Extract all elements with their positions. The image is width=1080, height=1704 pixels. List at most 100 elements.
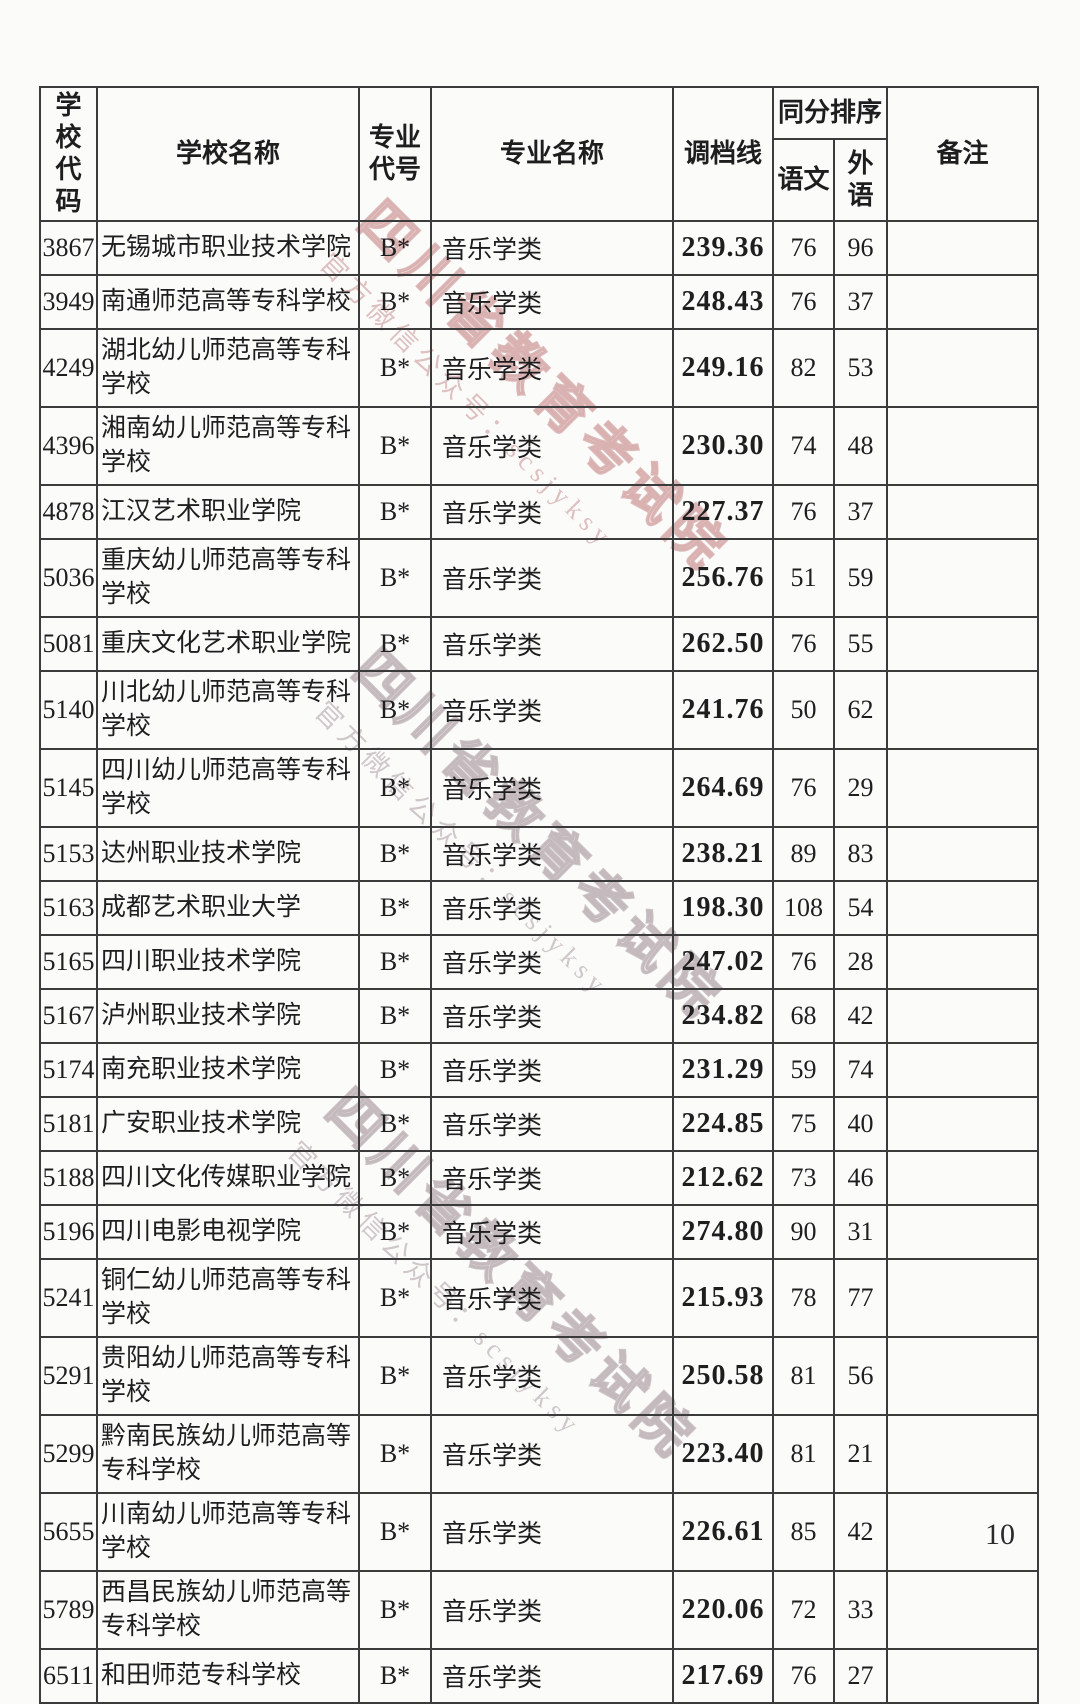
school-code-cell: 5165 — [39, 934, 98, 990]
school-name-cell: 四川电影电视学院 — [96, 1204, 360, 1260]
header-tiebreak: 同分排序 — [771, 86, 889, 140]
foreign-score-cell: 74 — [832, 1042, 889, 1098]
foreign-score-cell: 77 — [832, 1258, 889, 1338]
major-name-cell: 音乐学类 — [430, 484, 674, 540]
table-row: 5165 四川职业技术学院 B* 音乐学类 247.02 76 28 — [39, 934, 1040, 990]
school-name-cell: 西昌民族幼儿师范高等专科学校 — [96, 1570, 360, 1650]
school-code-cell: 5167 — [39, 988, 98, 1044]
cutoff-score-cell: 256.76 — [672, 538, 774, 618]
remark-cell — [886, 328, 1040, 408]
header-remarks: 备注 — [886, 86, 1040, 222]
school-name-cell: 江汉艺术职业学院 — [96, 484, 360, 540]
remark-cell — [886, 1570, 1040, 1650]
table-row: 6511 和田师范专科学校 B* 音乐学类 217.69 76 27 — [39, 1648, 1040, 1704]
school-name-cell: 四川幼儿师范高等专科学校 — [96, 748, 360, 828]
major-name-cell: 音乐学类 — [430, 328, 674, 408]
remark-cell — [886, 880, 1040, 936]
table-row: 5174 南充职业技术学院 B* 音乐学类 231.29 59 74 — [39, 1042, 1040, 1098]
chinese-score-cell: 74 — [772, 406, 835, 486]
school-name-cell: 黔南民族幼儿师范高等专科学校 — [96, 1414, 360, 1494]
cutoff-score-cell: 238.21 — [672, 826, 774, 882]
major-name-cell: 音乐学类 — [430, 220, 674, 276]
header-major-name: 专业名称 — [430, 86, 674, 222]
school-name-cell: 南充职业技术学院 — [96, 1042, 360, 1098]
major-name-cell: 音乐学类 — [430, 1570, 674, 1650]
table-row: 5140 川北幼儿师范高等专科学校 B* 音乐学类 241.76 50 62 — [39, 670, 1040, 750]
header-major-code: 专业代号 — [358, 86, 432, 222]
cutoff-score-cell: 198.30 — [672, 880, 774, 936]
school-name-cell: 广安职业技术学院 — [96, 1096, 360, 1152]
table-row: 5145 四川幼儿师范高等专科学校 B* 音乐学类 264.69 76 29 — [39, 748, 1040, 828]
chinese-score-cell: 75 — [772, 1096, 835, 1152]
remark-cell — [886, 406, 1040, 486]
cutoff-score-cell: 262.50 — [672, 616, 774, 672]
major-code-cell: B* — [358, 934, 432, 990]
foreign-score-cell: 27 — [832, 1648, 889, 1704]
school-code-cell: 5163 — [39, 880, 98, 936]
chinese-score-cell: 89 — [772, 826, 835, 882]
table-row: 5163 成都艺术职业大学 B* 音乐学类 198.30 108 54 — [39, 880, 1040, 936]
cutoff-score-cell: 220.06 — [672, 1570, 774, 1650]
foreign-score-cell: 31 — [832, 1204, 889, 1260]
school-code-cell: 5299 — [39, 1414, 98, 1494]
admission-score-table: 学校代码 学校名称 专业代号 专业名称 调档线 同分排序 备注 语文 外语 38… — [39, 86, 1040, 1704]
school-code-cell: 5655 — [39, 1492, 98, 1572]
remark-cell — [886, 484, 1040, 540]
school-code-cell: 5241 — [39, 1258, 98, 1338]
school-name-cell: 南通师范高等专科学校 — [96, 274, 360, 330]
header-foreign-language: 外语 — [832, 137, 889, 223]
major-name-cell: 音乐学类 — [430, 1096, 674, 1152]
major-name-cell: 音乐学类 — [430, 1204, 674, 1260]
school-code-cell: 5188 — [39, 1150, 98, 1206]
table-row: 5789 西昌民族幼儿师范高等专科学校 B* 音乐学类 220.06 72 33 — [39, 1570, 1040, 1650]
school-code-cell: 4396 — [39, 406, 98, 486]
major-code-cell: B* — [358, 220, 432, 276]
school-name-cell: 湘南幼儿师范高等专科学校 — [96, 406, 360, 486]
major-name-cell: 音乐学类 — [430, 1150, 674, 1206]
major-code-cell: B* — [358, 1492, 432, 1572]
chinese-score-cell: 72 — [772, 1570, 835, 1650]
major-code-cell: B* — [358, 1414, 432, 1494]
cutoff-score-cell: 224.85 — [672, 1096, 774, 1152]
header-chinese: 语文 — [772, 137, 835, 223]
school-code-cell: 5153 — [39, 826, 98, 882]
table-row: 3867 无锡城市职业技术学院 B* 音乐学类 239.36 76 96 — [39, 220, 1040, 276]
school-code-cell: 5145 — [39, 748, 98, 828]
table-row: 4878 江汉艺术职业学院 B* 音乐学类 227.37 76 37 — [39, 484, 1040, 540]
table-row: 5188 四川文化传媒职业学院 B* 音乐学类 212.62 73 46 — [39, 1150, 1040, 1206]
major-name-cell: 音乐学类 — [430, 748, 674, 828]
remark-cell — [886, 934, 1040, 990]
table-header: 学校代码 学校名称 专业代号 专业名称 调档线 同分排序 备注 语文 外语 — [39, 86, 1040, 223]
chinese-score-cell: 76 — [772, 748, 835, 828]
chinese-score-cell: 108 — [772, 880, 835, 936]
school-code-cell: 5181 — [39, 1096, 98, 1152]
table-row: 5167 泸州职业技术学院 B* 音乐学类 234.82 68 42 — [39, 988, 1040, 1044]
school-code-cell: 5081 — [39, 616, 98, 672]
school-name-cell: 无锡城市职业技术学院 — [96, 220, 360, 276]
chinese-score-cell: 76 — [772, 220, 835, 276]
major-code-cell: B* — [358, 1258, 432, 1338]
school-code-cell: 3949 — [39, 274, 98, 330]
major-name-cell: 音乐学类 — [430, 1648, 674, 1704]
major-code-cell: B* — [358, 538, 432, 618]
school-code-cell: 5140 — [39, 670, 98, 750]
remark-cell — [886, 826, 1040, 882]
chinese-score-cell: 85 — [772, 1492, 835, 1572]
cutoff-score-cell: 217.69 — [672, 1648, 774, 1704]
remark-cell — [886, 670, 1040, 750]
page-number: 10 — [985, 1518, 1015, 1551]
remark-cell — [886, 1492, 1040, 1572]
chinese-score-cell: 82 — [772, 328, 835, 408]
remark-cell — [886, 1204, 1040, 1260]
major-name-cell: 音乐学类 — [430, 406, 674, 486]
school-name-cell: 和田师范专科学校 — [96, 1648, 360, 1704]
remark-cell — [886, 220, 1040, 276]
school-name-cell: 泸州职业技术学院 — [96, 988, 360, 1044]
school-name-cell: 四川职业技术学院 — [96, 934, 360, 990]
foreign-score-cell: 96 — [832, 220, 889, 276]
school-code-cell: 4878 — [39, 484, 98, 540]
major-name-cell: 音乐学类 — [430, 616, 674, 672]
foreign-score-cell: 28 — [832, 934, 889, 990]
cutoff-score-cell: 239.36 — [672, 220, 774, 276]
remark-cell — [886, 616, 1040, 672]
